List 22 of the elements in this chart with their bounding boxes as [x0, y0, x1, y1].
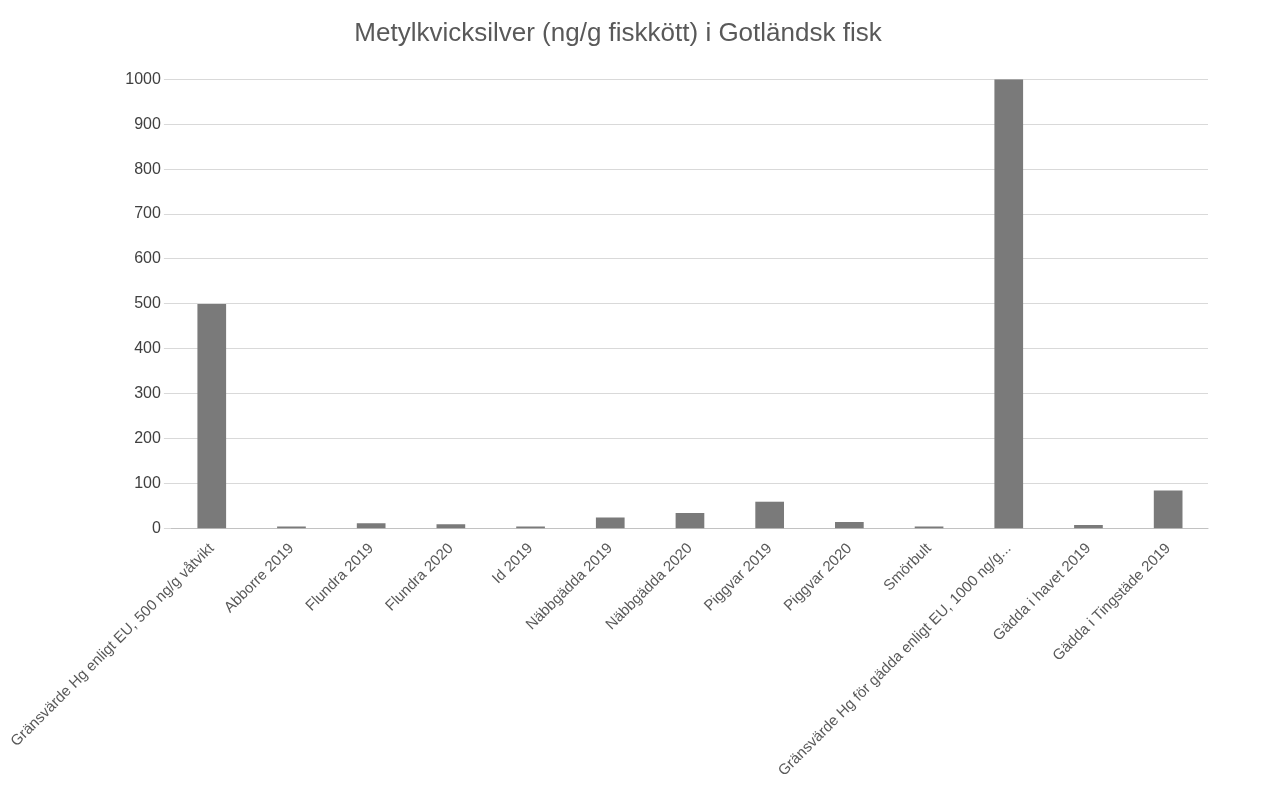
y-tick-label: 600 — [134, 249, 162, 267]
bar — [675, 512, 705, 529]
bar — [356, 523, 386, 529]
y-tick-label: 300 — [134, 384, 162, 402]
y-tick-label: 0 — [152, 519, 162, 537]
y-tick-label: 100 — [134, 474, 162, 492]
bar — [197, 303, 227, 529]
bar — [436, 524, 466, 529]
bar — [595, 517, 625, 529]
bar — [835, 521, 864, 529]
bar — [1074, 525, 1103, 529]
bar — [994, 79, 1024, 529]
y-tick-label: 400 — [134, 339, 162, 357]
y-tick-label: 800 — [134, 159, 162, 177]
chart-title: Metylkvicksilver (ng/g fiskkött) i Gotländsk fisk — [354, 16, 883, 47]
y-tick-label: 500 — [134, 294, 162, 312]
y-tick-label: 1000 — [125, 69, 162, 87]
bar — [755, 501, 784, 529]
y-tick-label: 700 — [134, 204, 162, 222]
y-tick-label: 200 — [134, 429, 162, 447]
y-tick-label: 900 — [134, 114, 162, 132]
bar — [1153, 490, 1183, 529]
